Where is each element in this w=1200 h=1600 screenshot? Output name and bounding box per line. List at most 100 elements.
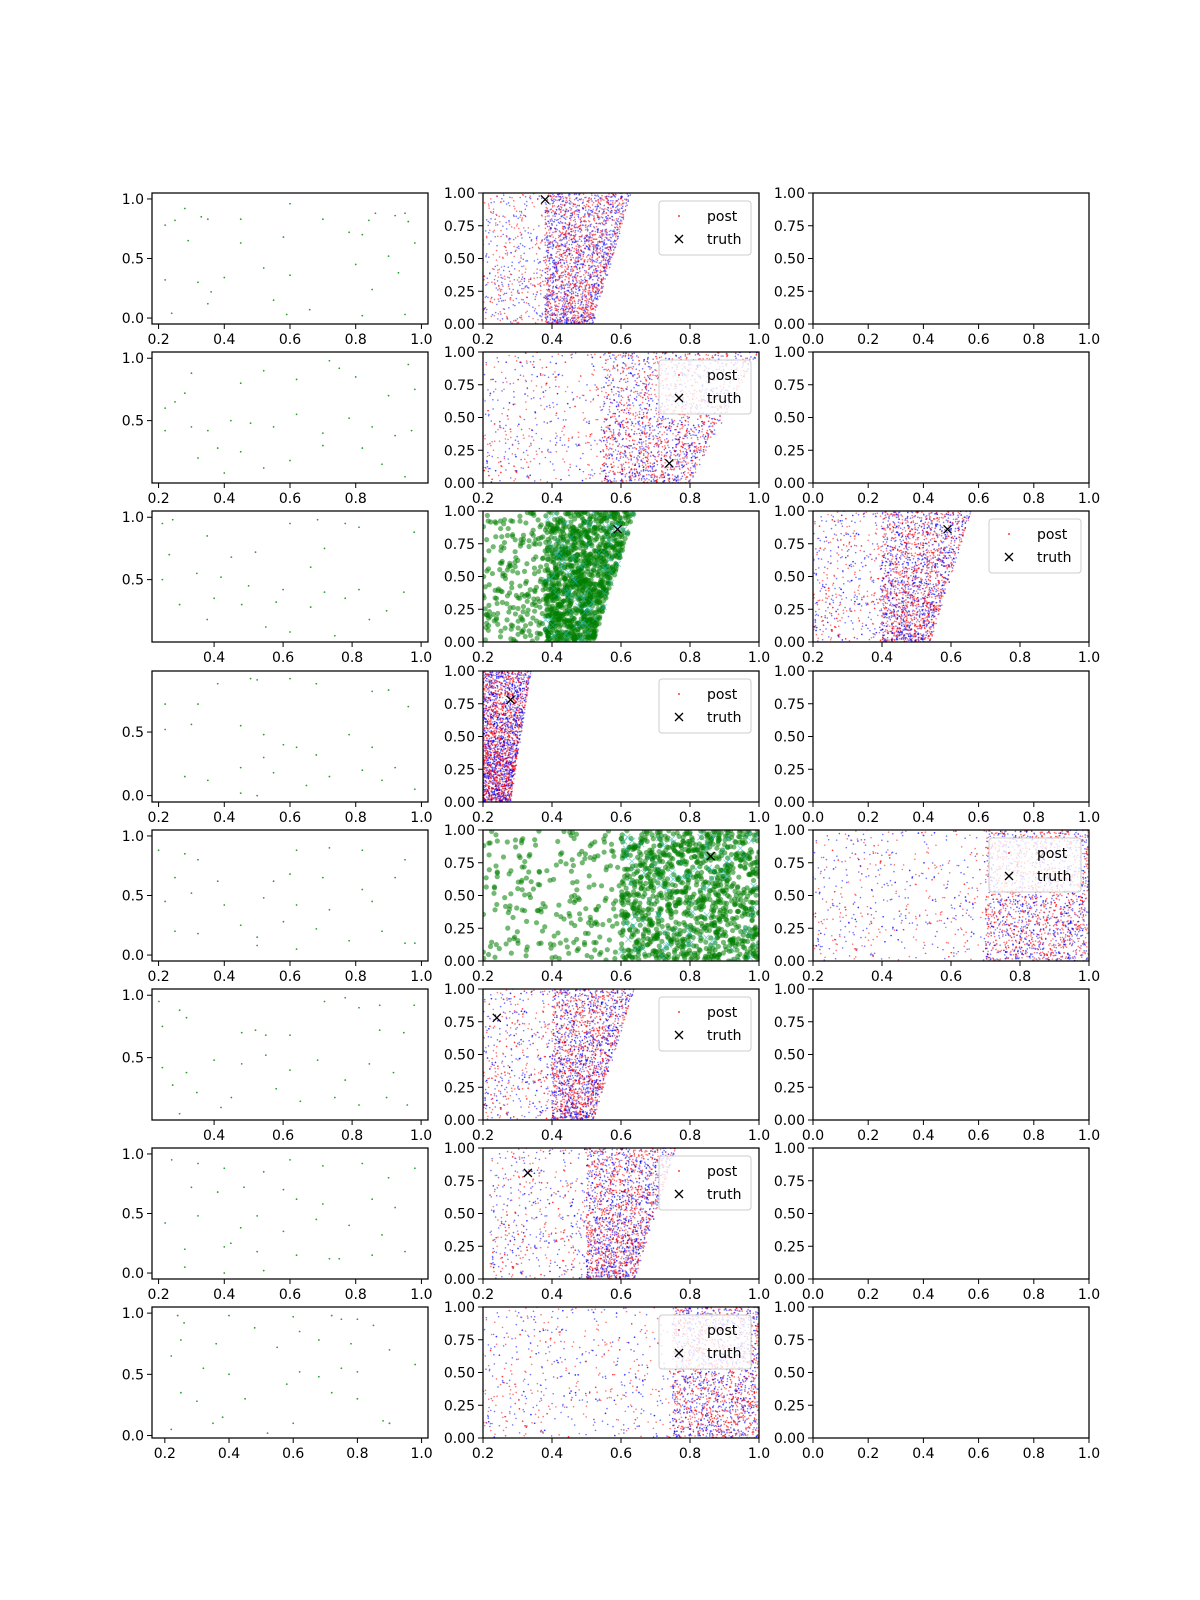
posterior-point — [591, 373, 593, 375]
posterior-point — [489, 442, 491, 445]
posterior-point — [600, 260, 603, 262]
posterior-point — [602, 450, 605, 453]
posterior-point — [645, 378, 647, 381]
posterior-point — [504, 299, 507, 302]
posterior-point — [626, 457, 629, 459]
posterior-point — [604, 272, 607, 275]
posterior-point — [606, 208, 608, 211]
posterior-point — [544, 256, 547, 258]
posterior-point — [555, 432, 557, 434]
posterior-point — [601, 480, 603, 483]
posterior-point — [655, 407, 658, 409]
posterior-point — [554, 218, 556, 221]
posterior-point — [542, 374, 544, 376]
posterior-point — [656, 463, 659, 466]
posterior-point — [534, 298, 536, 301]
posterior-point — [622, 215, 625, 217]
posterior-point — [593, 212, 596, 214]
posterior-point — [669, 457, 672, 460]
posterior-point — [655, 409, 657, 412]
posterior-point — [567, 246, 569, 249]
x-tick-label: 0.6 — [610, 332, 632, 348]
posterior-point — [596, 205, 598, 208]
posterior-point — [562, 228, 565, 231]
posterior-point — [609, 411, 611, 413]
posterior-point — [601, 265, 604, 268]
posterior-point — [497, 294, 500, 296]
posterior-point — [610, 211, 613, 214]
y-tick-label: 0.75 — [774, 219, 805, 235]
posterior-point — [716, 418, 719, 421]
posterior-point — [622, 463, 625, 465]
posterior-point — [548, 260, 550, 262]
posterior-point — [591, 262, 593, 264]
posterior-point — [507, 283, 510, 286]
posterior-point — [638, 413, 641, 415]
posterior-point — [544, 320, 547, 323]
posterior-point — [646, 477, 648, 480]
posterior-point — [571, 238, 573, 241]
posterior-point — [655, 442, 658, 445]
posterior-point — [653, 473, 655, 475]
posterior-point — [543, 396, 545, 398]
posterior-point — [568, 199, 571, 202]
posterior-point — [521, 217, 524, 219]
posterior-point — [563, 287, 565, 290]
posterior-point — [512, 320, 515, 322]
posterior-point — [601, 245, 604, 248]
posterior-point — [484, 434, 486, 437]
posterior-point — [618, 435, 621, 437]
posterior-point — [625, 480, 628, 482]
posterior-point — [656, 361, 659, 363]
posterior-point — [565, 250, 568, 252]
posterior-point — [647, 365, 650, 368]
posterior-point — [640, 470, 642, 472]
posterior-point — [559, 439, 562, 442]
posterior-point — [620, 403, 623, 406]
posterior-point — [597, 216, 600, 219]
posterior-point — [584, 442, 587, 444]
x-tick-label: 0.6 — [967, 332, 989, 348]
posterior-point — [496, 244, 498, 247]
posterior-point — [574, 229, 577, 232]
posterior-point — [527, 454, 529, 456]
posterior-point — [593, 314, 595, 317]
posterior-point — [702, 358, 704, 360]
posterior-point — [605, 454, 607, 456]
posterior-point — [627, 200, 630, 203]
posterior-point — [577, 230, 579, 232]
posterior-point — [546, 450, 549, 452]
posterior-point — [520, 254, 522, 257]
posterior-point — [522, 265, 525, 267]
posterior-point — [548, 290, 550, 293]
posterior-point — [533, 205, 535, 208]
posterior-point — [610, 229, 612, 232]
posterior-point — [611, 235, 614, 237]
posterior-point — [630, 366, 632, 369]
posterior-point — [558, 257, 561, 260]
posterior-point — [558, 290, 560, 293]
posterior-point — [617, 403, 620, 406]
posterior-point — [493, 298, 496, 301]
posterior-point — [487, 467, 490, 470]
posterior-point — [554, 305, 557, 308]
posterior-point — [573, 247, 576, 250]
posterior-point — [552, 202, 555, 204]
posterior-point — [519, 242, 522, 245]
posterior-point — [563, 410, 566, 413]
posterior-point — [535, 252, 538, 255]
posterior-point — [621, 213, 623, 215]
posterior-point — [623, 367, 625, 370]
posterior-point — [646, 392, 648, 394]
posterior-point — [563, 217, 566, 219]
posterior-point — [649, 387, 652, 390]
posterior-point — [545, 302, 548, 305]
posterior-point — [564, 254, 566, 256]
posterior-point — [567, 439, 570, 442]
posterior-point — [581, 297, 584, 299]
posterior-point — [552, 236, 554, 238]
posterior-point — [577, 240, 579, 242]
posterior-point — [559, 308, 562, 311]
posterior-point — [695, 428, 698, 431]
posterior-point — [549, 302, 552, 305]
